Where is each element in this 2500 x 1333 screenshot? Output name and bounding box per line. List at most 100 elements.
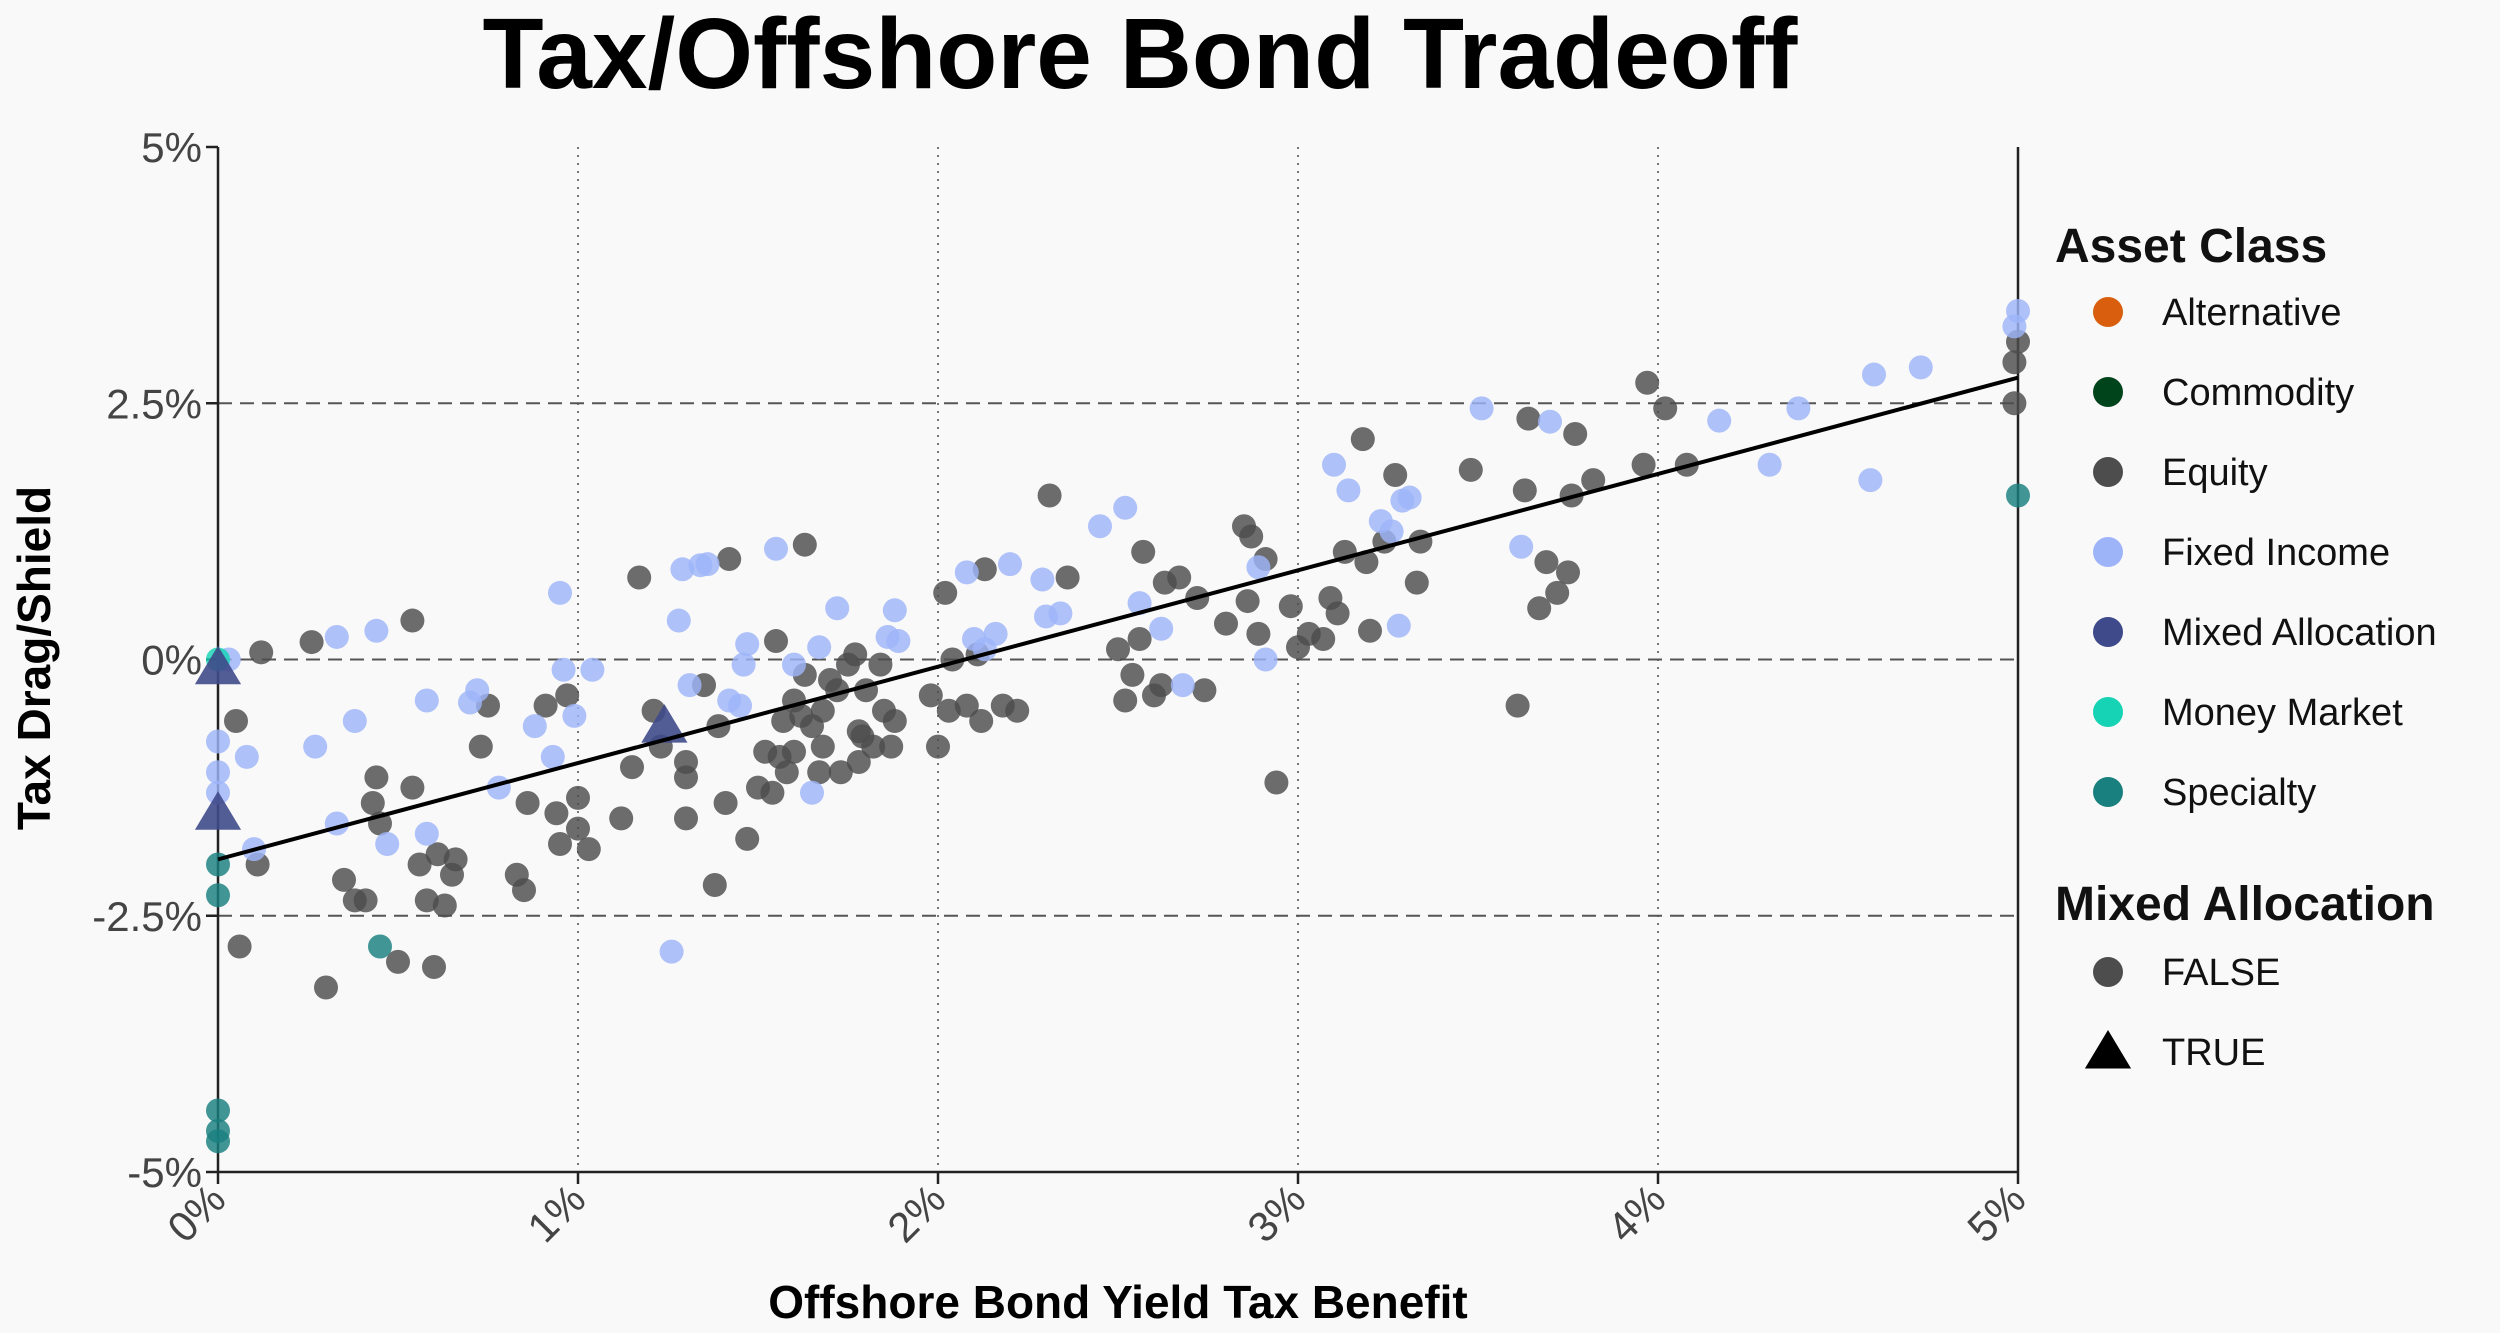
data-point [828,760,853,785]
data-point [1149,616,1174,641]
data-point [1336,478,1361,503]
data-point [576,837,601,862]
data-point [1581,468,1606,493]
data-point [1325,601,1350,626]
data-point [425,842,450,867]
data-point [562,703,587,728]
data-point [400,775,425,800]
y-tick-label: 0% [141,637,202,684]
data-point [2002,391,2027,416]
data-point [332,867,356,892]
data-point [468,734,493,759]
data-point [227,934,252,959]
legend-color-title: Asset Class [2055,220,2327,273]
data-point [972,557,997,582]
data-point [735,826,760,851]
data-point [659,939,684,964]
data-point [674,765,698,790]
legend-label: Commodity [2162,372,2354,414]
data-point [843,642,868,667]
x-tick-label: 1% [518,1175,594,1251]
data-point [713,791,738,815]
data-point [1534,550,1559,575]
data-point [1131,539,1156,564]
data-point [2002,314,2027,339]
chart-title: Tax/Offshore Bond Tradeoff [483,0,1799,110]
data-point [324,624,349,649]
data-point [364,618,389,643]
legend-shape-label: TRUE [2162,1032,2265,1074]
data-point [1545,580,1570,605]
data-point [764,536,788,561]
data-point [926,734,950,759]
data-point [544,801,569,826]
data-point [314,975,338,1000]
data-point [1556,560,1580,585]
data-point [422,955,446,979]
data-point [1563,422,1588,446]
data-point [386,949,410,974]
legend-label: Alternative [2162,292,2342,334]
data-point [1264,770,1289,795]
legend-swatch [2093,617,2123,647]
data-point [677,673,702,698]
data-point [224,709,248,733]
data-point [609,806,634,831]
data-point [1253,647,1278,672]
data-point [1512,478,1537,503]
data-point [868,652,893,677]
data-point [249,640,274,665]
data-point [670,557,695,582]
data-point [1509,534,1534,559]
trend-line-group [217,375,2019,862]
data-point [1088,514,1112,539]
data-point [1214,611,1238,636]
data-point [1149,673,1174,698]
data-point [1167,565,1192,590]
data-point [1757,452,1782,477]
data-point [983,621,1008,646]
data-point [303,734,328,759]
legend-swatch [2093,457,2123,487]
data-point [861,734,886,759]
legend-shape-title: Mixed Allocation [2055,878,2435,931]
data-point [400,608,425,633]
data-point [1635,370,1660,395]
data-point [1350,427,1375,452]
x-tick-label: 2% [878,1175,954,1251]
data-point-triangle [194,791,242,830]
data-point [1030,567,1055,592]
data-point [879,734,904,759]
data-point [954,560,979,585]
data-point [882,598,907,623]
data-point [1516,406,1541,431]
data-point [566,816,590,841]
data-point [717,547,742,572]
legend-shape-triangle [2084,1030,2132,1069]
data-point [1397,485,1422,510]
data-point [1386,613,1411,638]
trend-line [217,375,2019,862]
data-point [375,832,400,856]
data-point [512,878,536,903]
y-tick-label: -5% [127,1149,202,1196]
legend-label: Mixed Allocation [2162,612,2437,654]
data-point [1037,483,1062,508]
data-point [1631,452,1656,477]
data-point [936,698,961,723]
data-point [1192,678,1217,703]
data-point [969,709,994,733]
data-point [1707,408,1732,433]
grid-lines [218,147,2018,1172]
data-point [771,709,796,733]
data-point [407,852,432,877]
data-point [800,780,824,805]
data-point [620,755,644,780]
data-point [206,1129,230,1154]
data-point [1239,524,1264,549]
data-point [1469,396,1494,421]
data-point [1383,463,1408,487]
y-tick-label: 5% [141,124,202,171]
data-point [825,596,850,621]
data-point [918,683,943,708]
